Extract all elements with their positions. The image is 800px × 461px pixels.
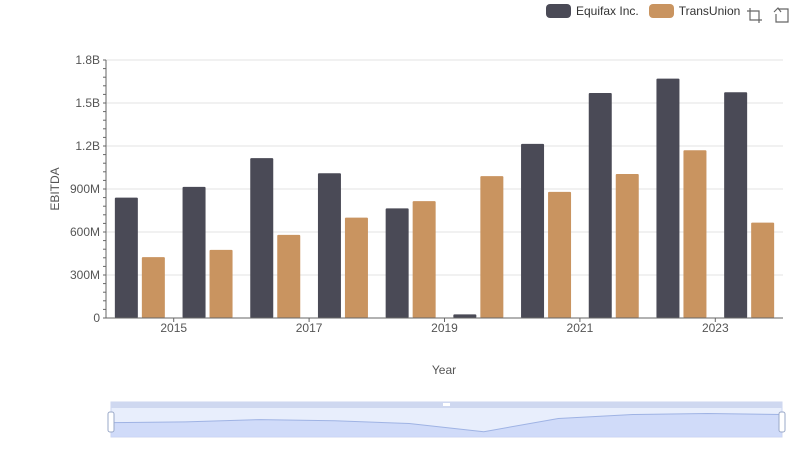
x-axis-title: Year bbox=[432, 363, 456, 377]
bar-transunion-2021 bbox=[615, 173, 639, 318]
bar-transunion-2016 bbox=[277, 234, 301, 318]
bar-equifax-2015 bbox=[182, 186, 206, 318]
data-zoom-slider[interactable] bbox=[107, 401, 786, 438]
y-tick-label: 600M bbox=[70, 225, 100, 239]
y-axis-title: EBITDA bbox=[48, 167, 62, 210]
y-tick-label: 1.5B bbox=[75, 96, 100, 110]
bar-equifax-2016 bbox=[250, 158, 274, 318]
x-tick-label: 2017 bbox=[296, 321, 323, 335]
zoom-icon[interactable] bbox=[746, 6, 764, 24]
y-tick-label: 1.8B bbox=[75, 53, 100, 67]
y-tick-label: 0 bbox=[93, 311, 100, 325]
slider-overview-line bbox=[110, 412, 783, 433]
x-tick-label: 2023 bbox=[702, 321, 729, 335]
legend-swatch-transunion bbox=[648, 4, 674, 18]
bar-equifax-2019 bbox=[453, 314, 477, 318]
reset-icon[interactable] bbox=[773, 6, 791, 24]
bar-transunion-2017 bbox=[344, 217, 368, 318]
bar-equifax-2021 bbox=[588, 92, 612, 318]
bar-equifax-2020 bbox=[521, 143, 545, 318]
slider-grip bbox=[443, 403, 450, 406]
bar-transunion-2014 bbox=[141, 257, 165, 318]
x-tick-label: 2015 bbox=[160, 321, 187, 335]
bars-group bbox=[114, 78, 775, 318]
bar-transunion-2018 bbox=[412, 201, 436, 318]
y-tick-label: 300M bbox=[70, 268, 100, 282]
slider-overview-area bbox=[111, 413, 782, 437]
legend-label-transunion: TransUnion bbox=[678, 4, 741, 18]
bar-equifax-2014 bbox=[114, 197, 138, 318]
bar-transunion-2020 bbox=[548, 191, 572, 318]
legend-item-transunion[interactable]: TransUnion bbox=[648, 4, 741, 18]
bar-equifax-2018 bbox=[385, 208, 409, 318]
bar-equifax-2023 bbox=[724, 92, 748, 318]
legend: Equifax Inc. TransUnion bbox=[546, 4, 750, 18]
slider-handle-right bbox=[778, 411, 786, 433]
bar-transunion-2023 bbox=[751, 222, 775, 318]
y-tick-label: 900M bbox=[70, 182, 100, 196]
grid-lines bbox=[106, 59, 783, 276]
legend-item-equifax[interactable]: Equifax Inc. bbox=[546, 4, 639, 18]
x-tick-label: 2019 bbox=[431, 321, 458, 335]
legend-label-equifax: Equifax Inc. bbox=[576, 4, 639, 18]
bar-equifax-2017 bbox=[317, 173, 341, 318]
x-tick-label: 2021 bbox=[567, 321, 594, 335]
bar-transunion-2015 bbox=[209, 249, 233, 318]
y-tick-label: 1.2B bbox=[75, 139, 100, 153]
axes-group: 0 300M 600M 900M 1.2B 1.5B 1.8B 2015 2017 2019 202… bbox=[70, 53, 783, 335]
legend-swatch-equifax bbox=[546, 4, 571, 18]
bar-equifax-2022 bbox=[656, 78, 680, 318]
slider-handle-left bbox=[107, 411, 115, 433]
bar-transunion-2019 bbox=[480, 176, 504, 318]
bar-transunion-2022 bbox=[683, 150, 707, 318]
